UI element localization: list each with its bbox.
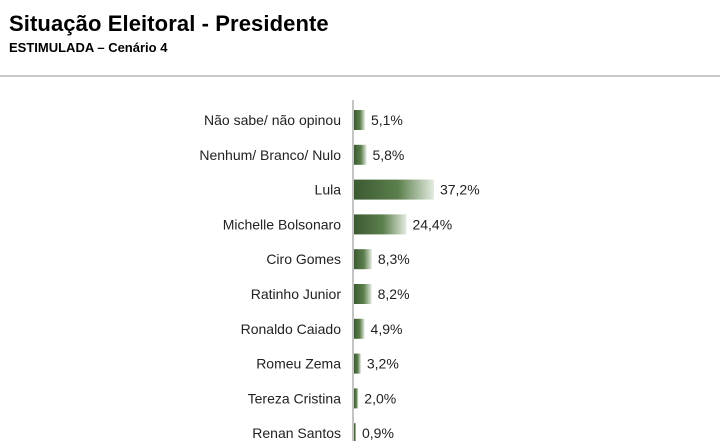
- category-label: Renan Santos: [252, 425, 341, 441]
- bar: [354, 388, 359, 409]
- category-label: Ciro Gomes: [266, 251, 341, 267]
- chart-title: Situação Eleitoral - Presidente: [9, 11, 329, 36]
- data-label: 3,2%: [367, 356, 399, 372]
- bar: [354, 179, 434, 200]
- bar: [354, 249, 372, 270]
- data-label: 4,9%: [371, 321, 403, 337]
- data-label: 8,3%: [378, 251, 410, 267]
- category-label: Ratinho Junior: [251, 286, 342, 302]
- bar: [354, 214, 407, 235]
- header-divider: [0, 75, 720, 77]
- category-label: Tereza Cristina: [248, 390, 342, 406]
- category-label: Não sabe/ não opinou: [204, 112, 341, 128]
- bars-layer: Não sabe/ não opinou 5,1% Nenhum/ Branco/ …: [199, 110, 480, 441]
- category-label: Lula: [315, 182, 342, 198]
- data-label: 5,8%: [372, 147, 404, 163]
- data-label: 2,0%: [364, 390, 396, 406]
- category-label: Nenhum/ Branco/ Nulo: [199, 147, 341, 163]
- bar: [354, 110, 365, 130]
- bar: [354, 144, 367, 165]
- category-label: Ronaldo Caiado: [241, 321, 342, 337]
- bar: [354, 284, 372, 304]
- data-label: 8,2%: [378, 286, 410, 302]
- bar: [354, 353, 361, 374]
- chart-subtitle: ESTIMULADA – Cenário 4: [9, 40, 168, 55]
- bar: [354, 318, 365, 339]
- data-label: 24,4%: [412, 216, 452, 232]
- bar: [354, 423, 356, 441]
- category-label: Romeu Zema: [256, 356, 341, 372]
- category-label: Michelle Bolsonaro: [223, 216, 341, 232]
- data-label: 5,1%: [371, 112, 403, 128]
- data-label: 37,2%: [440, 182, 480, 198]
- data-label: 0,9%: [362, 425, 394, 441]
